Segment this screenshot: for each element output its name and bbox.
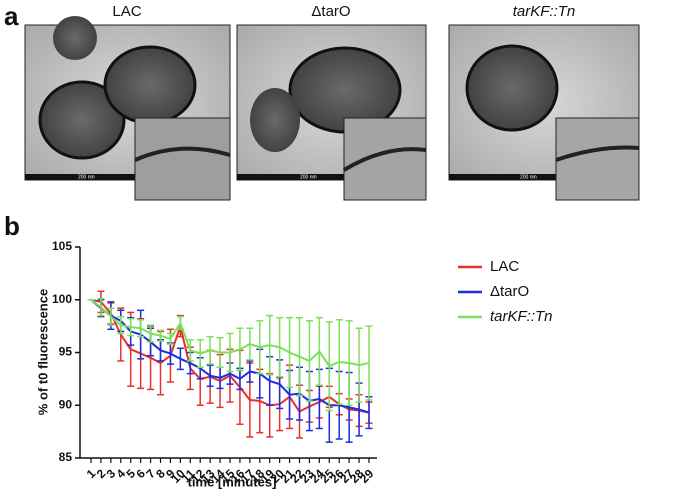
y-tick-label: 100 [52, 292, 72, 306]
y-axis-title: % of t0 fluorescence [35, 289, 50, 415]
line [90, 298, 370, 368]
y-tick-label: 85 [59, 450, 73, 464]
legend-label: ΔtarO [490, 283, 529, 300]
line [90, 298, 370, 414]
scale-bar: 200 nm [300, 174, 317, 180]
legend-label: LAC [490, 258, 519, 275]
x-axis-title: time [minutes] [188, 474, 277, 489]
legend-label: tarKF::Tn [490, 308, 553, 325]
micrograph: 200 nm [448, 24, 640, 201]
micrograph: 200 nm [24, 16, 231, 201]
micrograph: 200 nm [236, 24, 427, 201]
scale-bar: 200 nm [520, 174, 537, 180]
scale-bar: 200 nm [78, 174, 95, 180]
y-tick-label: 95 [59, 345, 73, 359]
panel-label: a [4, 1, 19, 31]
series [87, 297, 373, 412]
image-title: LAC [112, 3, 141, 20]
image-title: tarKF::Tn [513, 3, 576, 20]
x-tick-label: 29 [357, 466, 377, 486]
panel-label: b [4, 211, 20, 241]
image-title: ΔtarO [311, 3, 350, 20]
y-tick-label: 90 [59, 397, 73, 411]
y-tick-label: 105 [52, 239, 72, 253]
